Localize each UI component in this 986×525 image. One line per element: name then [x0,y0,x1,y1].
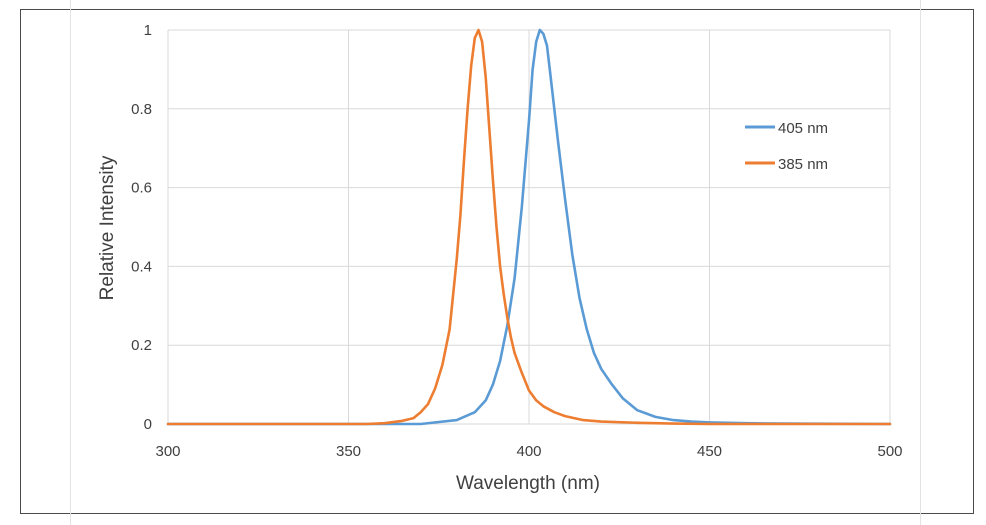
y-axis-title: Relative Intensity [97,155,118,300]
x-tick-label: 300 [155,443,180,460]
x-tick-label: 450 [697,443,722,460]
x-tick-label: 400 [516,443,541,460]
left-guide-line [70,0,71,525]
right-guide-line [920,0,921,525]
axes: 0 0.2 0.4 0.6 0.8 1 300 350 400 450 500 [131,22,902,460]
y-tick-label: 0.6 [131,180,152,197]
y-tick-label: 1 [144,22,152,39]
legend-label-405nm: 405 nm [778,120,828,137]
x-tick-label: 350 [336,443,361,460]
y-tick-label: 0.8 [131,101,152,118]
series-layer [166,28,892,426]
series-line-385nm [166,28,892,426]
series-line-405nm [166,28,892,426]
y-tick-label: 0.4 [131,258,152,275]
x-tick-label: 500 [877,443,902,460]
legend: 405 nm 385 nm [745,120,828,173]
x-axis-title: Wavelength (nm) [456,473,600,494]
legend-label-385nm: 385 nm [778,156,828,173]
y-tick-label: 0 [144,416,152,433]
chart-frame [20,9,974,514]
grid [167,29,891,425]
y-tick-label: 0.2 [131,337,152,354]
